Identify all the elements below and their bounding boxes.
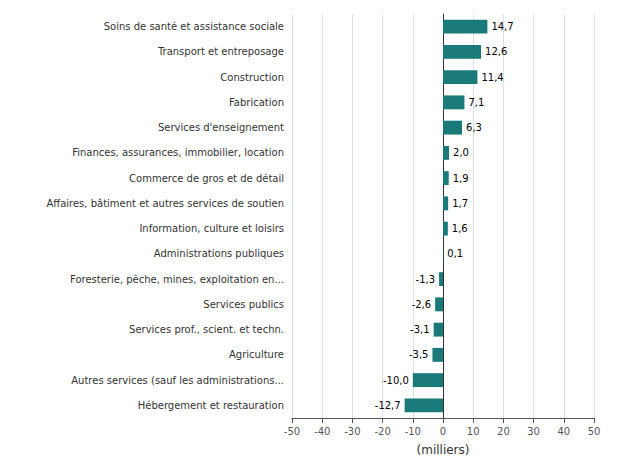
svg-text:10: 10	[467, 426, 480, 437]
svg-text:6,3: 6,3	[466, 122, 482, 133]
svg-text:-10,0: -10,0	[383, 375, 409, 386]
svg-text:Administrations publiques: Administrations publiques	[154, 248, 284, 259]
svg-text:Services d'enseignement: Services d'enseignement	[158, 122, 284, 133]
svg-text:-2,6: -2,6	[412, 299, 432, 310]
svg-text:-3,1: -3,1	[410, 324, 430, 335]
svg-text:1,9: 1,9	[453, 173, 469, 184]
svg-text:20: 20	[497, 426, 510, 437]
svg-text:50: 50	[588, 426, 601, 437]
svg-text:-3,5: -3,5	[409, 349, 429, 360]
svg-text:-10: -10	[405, 426, 421, 437]
svg-text:Construction: Construction	[220, 72, 284, 83]
svg-text:Information, culture et loisir: Information, culture et loisirs	[139, 223, 284, 234]
svg-text:40: 40	[557, 426, 570, 437]
svg-text:14,7: 14,7	[491, 21, 513, 32]
svg-text:0: 0	[440, 426, 446, 437]
svg-text:Fabrication: Fabrication	[229, 97, 284, 108]
svg-text:(milliers): (milliers)	[417, 443, 470, 457]
svg-text:-1,3: -1,3	[416, 274, 436, 285]
svg-text:Affaires, bâtiment et autres s: Affaires, bâtiment et autres services de…	[46, 198, 284, 209]
svg-text:Agriculture: Agriculture	[229, 349, 284, 360]
svg-text:Soins de santé et assistance s: Soins de santé et assistance sociale	[104, 21, 284, 32]
svg-text:Foresterie, pêche, mines, expl: Foresterie, pêche, mines, exploitation e…	[70, 274, 284, 285]
svg-text:11,4: 11,4	[481, 72, 503, 83]
svg-text:1,7: 1,7	[452, 198, 468, 209]
svg-text:Autres services (sauf les admi: Autres services (sauf les administration…	[71, 375, 284, 386]
svg-text:Transport et entreposage: Transport et entreposage	[157, 46, 284, 57]
svg-text:7,1: 7,1	[468, 97, 484, 108]
svg-text:30: 30	[527, 426, 540, 437]
svg-text:-40: -40	[314, 426, 330, 437]
svg-text:Hébergement et restauration: Hébergement et restauration	[138, 400, 284, 411]
svg-text:2,0: 2,0	[453, 147, 469, 158]
svg-text:-30: -30	[344, 426, 360, 437]
svg-text:Services publics: Services publics	[203, 299, 284, 310]
svg-text:0,1: 0,1	[447, 248, 463, 259]
svg-text:-20: -20	[374, 426, 390, 437]
svg-text:Commerce de gros et de détail: Commerce de gros et de détail	[129, 173, 284, 184]
svg-text:12,6: 12,6	[485, 46, 507, 57]
svg-text:-12,7: -12,7	[375, 400, 401, 411]
svg-text:Finances, assurances, immobili: Finances, assurances, immobilier, locati…	[72, 147, 284, 158]
svg-text:1,6: 1,6	[452, 223, 468, 234]
svg-text:-50: -50	[284, 426, 300, 437]
svg-text:Services prof., scient. et tec: Services prof., scient. et techn.	[129, 324, 284, 335]
